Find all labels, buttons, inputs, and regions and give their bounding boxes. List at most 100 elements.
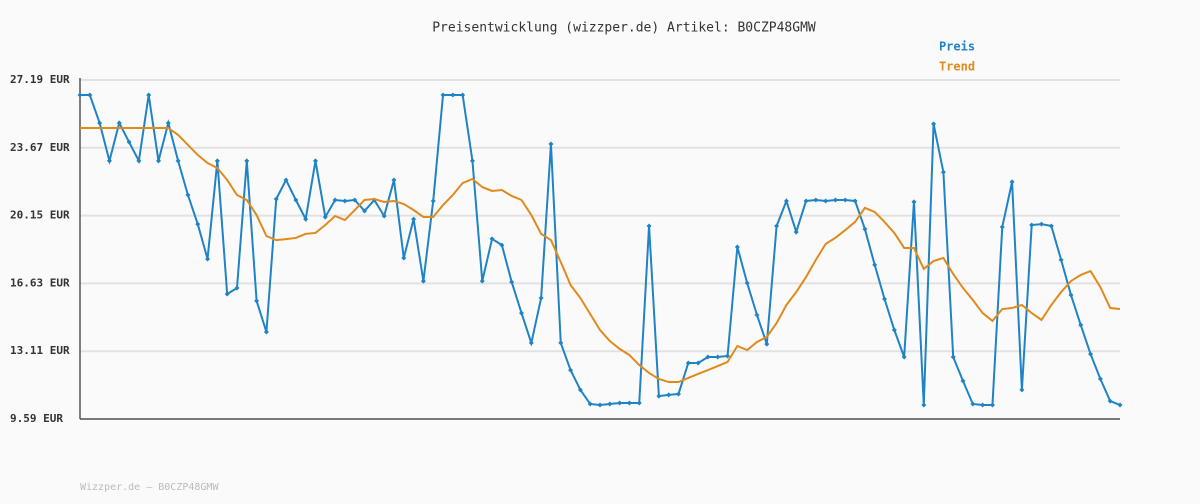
point-marker bbox=[224, 291, 230, 297]
point-marker bbox=[568, 367, 574, 373]
point-marker bbox=[803, 198, 809, 204]
point-marker bbox=[116, 120, 122, 126]
point-marker bbox=[1078, 322, 1084, 328]
point-marker bbox=[774, 223, 780, 229]
point-marker bbox=[1039, 221, 1045, 227]
point-marker bbox=[175, 158, 181, 164]
point-marker bbox=[558, 340, 564, 346]
point-marker bbox=[1029, 222, 1035, 228]
point-marker bbox=[273, 196, 279, 202]
point-marker bbox=[921, 402, 927, 408]
point-marker bbox=[695, 360, 701, 366]
point-marker bbox=[626, 400, 632, 406]
point-marker bbox=[989, 402, 995, 408]
point-marker bbox=[77, 92, 83, 98]
point-marker bbox=[882, 296, 888, 302]
point-marker bbox=[744, 280, 750, 286]
point-marker bbox=[411, 216, 417, 222]
point-marker bbox=[97, 120, 103, 126]
y-tick-label: 9.59 EUR bbox=[10, 412, 63, 425]
point-marker bbox=[754, 312, 760, 318]
point-marker bbox=[352, 197, 358, 203]
point-marker bbox=[950, 354, 956, 360]
point-marker bbox=[146, 92, 152, 98]
point-marker bbox=[587, 401, 593, 407]
point-marker bbox=[734, 244, 740, 250]
point-marker bbox=[577, 387, 583, 393]
point-marker bbox=[705, 354, 711, 360]
point-marker bbox=[195, 221, 201, 227]
point-marker bbox=[832, 197, 838, 203]
point-marker bbox=[450, 92, 456, 98]
point-marker bbox=[1088, 351, 1094, 357]
point-marker bbox=[342, 198, 348, 204]
point-marker bbox=[362, 208, 368, 214]
point-marker bbox=[715, 354, 721, 360]
point-marker bbox=[911, 199, 917, 205]
point-marker bbox=[401, 255, 407, 261]
y-tick-label: 13.11 EUR bbox=[10, 344, 70, 357]
point-marker bbox=[725, 353, 731, 359]
point-marker bbox=[244, 158, 250, 164]
point-marker bbox=[675, 391, 681, 397]
point-marker bbox=[901, 354, 907, 360]
footer: Wizzper.de – B0CZP48GMW bbox=[80, 482, 219, 493]
point-marker bbox=[960, 378, 966, 384]
point-marker bbox=[1048, 223, 1054, 229]
point-marker bbox=[381, 213, 387, 219]
point-marker bbox=[1019, 387, 1025, 393]
point-marker bbox=[842, 197, 848, 203]
point-marker bbox=[1058, 257, 1064, 263]
y-tick-label: 23.67 EUR bbox=[10, 141, 70, 154]
point-marker bbox=[430, 198, 436, 204]
point-marker bbox=[931, 121, 937, 127]
point-marker bbox=[872, 262, 878, 268]
point-marker bbox=[999, 224, 1005, 230]
point-marker bbox=[87, 92, 93, 98]
point-marker bbox=[617, 400, 623, 406]
point-marker bbox=[440, 92, 446, 98]
point-marker bbox=[970, 401, 976, 407]
point-marker bbox=[764, 341, 770, 347]
point-marker bbox=[263, 329, 269, 335]
point-marker bbox=[823, 198, 829, 204]
point-marker bbox=[254, 298, 260, 304]
point-marker bbox=[656, 393, 662, 399]
point-marker bbox=[391, 177, 397, 183]
point-marker bbox=[666, 392, 672, 398]
point-marker bbox=[214, 158, 220, 164]
point-marker bbox=[106, 158, 112, 164]
y-tick-label: 20.15 EUR bbox=[10, 209, 70, 222]
point-marker bbox=[980, 402, 986, 408]
point-marker bbox=[479, 278, 485, 284]
point-marker bbox=[783, 198, 789, 204]
point-marker bbox=[685, 360, 691, 366]
point-marker bbox=[293, 197, 299, 203]
point-marker bbox=[1117, 402, 1123, 408]
point-marker bbox=[813, 197, 819, 203]
point-marker bbox=[185, 192, 191, 198]
point-marker bbox=[469, 158, 475, 164]
point-marker bbox=[607, 401, 613, 407]
legend-entry: Preis bbox=[939, 40, 975, 54]
point-marker bbox=[155, 158, 161, 164]
point-marker bbox=[460, 92, 466, 98]
point-marker bbox=[136, 158, 142, 164]
point-marker bbox=[940, 169, 946, 175]
y-tick-label: 16.63 EUR bbox=[10, 276, 70, 289]
point-marker bbox=[891, 327, 897, 333]
point-marker bbox=[1009, 179, 1015, 185]
point-marker bbox=[1068, 292, 1074, 298]
point-marker bbox=[548, 141, 554, 147]
point-marker bbox=[126, 139, 132, 145]
chart-title: Preisentwicklung (wizzper.de) Artikel: B… bbox=[432, 21, 816, 36]
point-marker bbox=[509, 279, 515, 285]
point-marker bbox=[538, 295, 544, 301]
point-marker bbox=[322, 214, 328, 220]
point-marker bbox=[528, 340, 534, 346]
y-tick-label: 27.19 EUR bbox=[10, 73, 70, 86]
point-marker bbox=[597, 402, 603, 408]
point-marker bbox=[862, 226, 868, 232]
